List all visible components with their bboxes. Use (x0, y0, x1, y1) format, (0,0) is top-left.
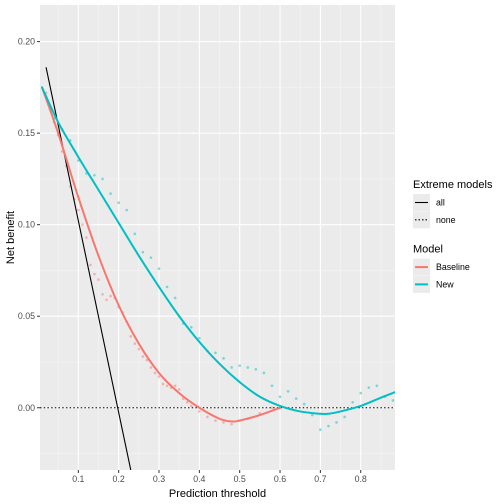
new-point (93, 173, 96, 177)
baseline-point (77, 208, 80, 212)
baseline-point (230, 422, 233, 426)
legend-title: Extreme models (413, 179, 493, 191)
baseline-point (198, 410, 201, 413)
legend-label-all: all (436, 198, 445, 208)
legend-key (413, 211, 430, 229)
new-point (359, 391, 363, 395)
new-point (335, 421, 338, 424)
new-point (391, 399, 395, 402)
baseline-point (129, 335, 133, 338)
baseline-point (206, 415, 209, 419)
baseline-point (189, 404, 193, 408)
y-tick-label: 0.10 (18, 220, 35, 230)
y-tick-label: 0.20 (18, 37, 35, 47)
x-tick-label: 0.4 (193, 474, 205, 484)
new-point (351, 400, 354, 404)
baseline-point (270, 406, 274, 410)
x-tick-label: 0.2 (113, 474, 125, 484)
baseline-point (222, 421, 225, 424)
new-point (125, 208, 129, 212)
new-point (311, 413, 314, 417)
x-tick-label: 0.5 (234, 474, 246, 484)
legend-label-baseline: Baseline (436, 262, 470, 272)
reference-lines (40, 67, 395, 470)
baseline-point (165, 384, 169, 388)
y-tick-label: 0.00 (18, 403, 35, 413)
new-point (286, 389, 290, 393)
new-point (222, 357, 225, 360)
baseline-point (93, 272, 96, 276)
new-point (214, 351, 217, 355)
plot-panel (40, 5, 395, 470)
baseline-point (101, 292, 104, 296)
new-smooth-line (41, 86, 395, 416)
new-point (270, 384, 274, 388)
x-tick-label: 0.1 (72, 474, 84, 484)
new-point (133, 232, 137, 236)
baseline-point (133, 342, 137, 345)
y-tick-label: 0.05 (18, 311, 35, 321)
x-axis: 0.1 0.2 0.3 0.4 0.5 0.6 0.7 0.8 (72, 470, 367, 484)
baseline-point (173, 384, 177, 388)
new-point (278, 395, 282, 399)
grid-major (40, 5, 395, 470)
baseline-smooth-line (41, 86, 282, 423)
new-point (173, 296, 177, 300)
plot-content (40, 67, 395, 470)
new-point (149, 256, 153, 259)
new-point (141, 250, 145, 254)
reference-line-all (45, 67, 132, 470)
y-axis: 0.00 0.05 0.10 0.15 0.20 (18, 37, 40, 413)
new-point (157, 267, 161, 270)
baseline-point (153, 371, 157, 375)
baseline-point (141, 355, 145, 358)
new-point (246, 366, 250, 369)
baseline-point (137, 347, 141, 351)
new-point (254, 368, 258, 371)
new-point (230, 366, 233, 369)
legend: Extreme models all none Model Baseline New (413, 179, 493, 293)
x-tick-label: 0.3 (153, 474, 165, 484)
new-point (294, 397, 298, 400)
new-point (262, 371, 266, 375)
new-point (367, 386, 371, 389)
new-point (165, 285, 169, 289)
x-tick-label: 0.8 (355, 474, 367, 484)
baseline-point (157, 375, 161, 378)
baseline-point (214, 419, 217, 422)
new-point (375, 384, 379, 388)
baseline-point (185, 400, 189, 404)
baseline-point (149, 366, 153, 369)
baseline-point (81, 223, 84, 226)
x-axis-title: Prediction threshold (169, 488, 266, 500)
new-point (198, 336, 201, 340)
legend-title: Model (413, 244, 443, 256)
new-point (327, 424, 330, 428)
new-point (109, 192, 112, 195)
baseline-point (85, 236, 88, 239)
new-point (117, 201, 120, 205)
x-tick-label: 0.7 (314, 474, 326, 484)
new-point (302, 402, 306, 406)
new-point (238, 364, 241, 367)
new-point (319, 428, 322, 432)
baseline-point (89, 263, 92, 267)
new-point (101, 177, 104, 181)
y-axis-title: Net benefit (5, 211, 17, 264)
legend-label-new: New (436, 279, 454, 289)
baseline-point (145, 358, 149, 362)
legend-label-none: none (436, 215, 456, 225)
new-point (343, 415, 346, 419)
x-tick-label: 0.6 (274, 474, 286, 484)
baseline-point (97, 278, 100, 281)
baseline-point (161, 382, 165, 386)
new-point (189, 325, 193, 329)
baseline-point (109, 294, 112, 298)
baseline-point (105, 298, 108, 302)
y-tick-label: 0.15 (18, 128, 35, 138)
smooth-lines (41, 86, 395, 423)
baseline-point (177, 388, 181, 391)
